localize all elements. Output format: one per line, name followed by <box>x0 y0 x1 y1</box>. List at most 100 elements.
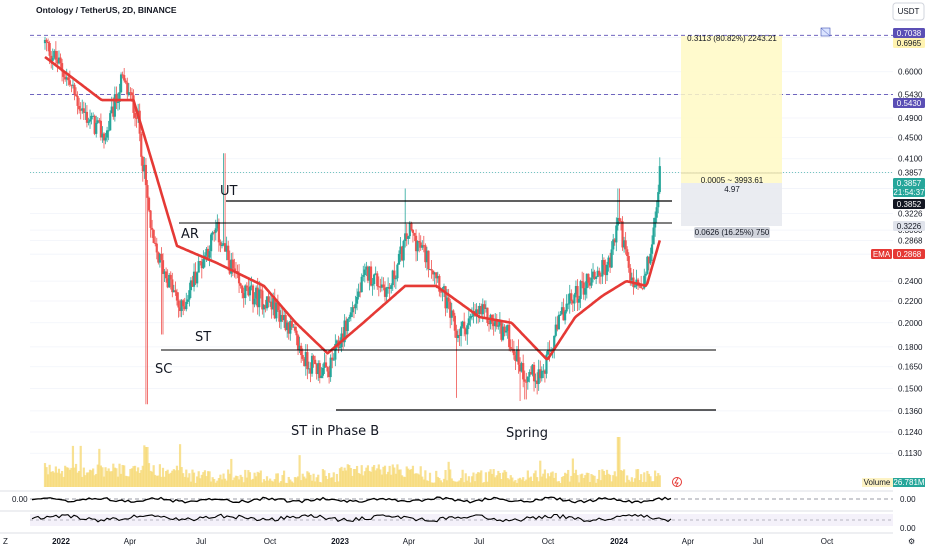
currency-button[interactable] <box>892 2 925 21</box>
candle-body <box>65 77 68 80</box>
volume-bar <box>630 477 633 487</box>
volume-bar <box>144 447 148 487</box>
candle-body <box>461 321 464 327</box>
volume-bar <box>616 437 619 487</box>
volume-bar <box>522 477 525 487</box>
volume-bar <box>647 473 651 487</box>
volume-bar <box>357 472 360 487</box>
volume-bar <box>560 476 564 487</box>
candle-body <box>73 84 76 95</box>
candle-body <box>284 315 287 331</box>
volume-bar <box>141 465 144 487</box>
volume-bar <box>328 473 331 487</box>
flag-button[interactable] <box>820 27 831 37</box>
candle-body <box>400 246 404 261</box>
volume-bar <box>595 482 598 487</box>
candle-body <box>223 243 227 252</box>
candle-body <box>178 307 182 312</box>
volume-bar <box>425 480 429 487</box>
candle-body <box>590 277 593 286</box>
volume-bar <box>449 469 452 487</box>
volume-bar <box>175 465 179 487</box>
volume-bar <box>174 470 177 487</box>
candle-body <box>329 357 332 378</box>
candle-body <box>81 108 84 111</box>
alert-icon[interactable] <box>672 477 682 487</box>
volume-bar <box>236 476 239 487</box>
candle-body <box>455 330 458 339</box>
volume-bar <box>407 468 410 487</box>
volume-bar <box>118 463 121 487</box>
candle-body <box>553 335 556 350</box>
volume-bar <box>453 481 456 487</box>
volume-bar <box>298 455 301 487</box>
volume-bar <box>262 479 266 487</box>
candle-body <box>164 271 168 279</box>
volume-bar <box>247 470 250 487</box>
timezone-icon[interactable]: Z <box>3 537 8 546</box>
volume-bar <box>269 478 272 487</box>
volume-bar <box>618 437 621 487</box>
candle-body <box>216 222 219 229</box>
volume-bar <box>599 480 602 487</box>
candle-body <box>160 254 163 261</box>
volume-bar <box>461 469 464 487</box>
candle-body <box>512 349 515 356</box>
time-axis[interactable]: 2022 Apr Jul Oct 2023 Apr Jul Oct 2024 Apr Jul Oct … <box>0 532 915 546</box>
volume-bar <box>543 469 547 487</box>
volume-bar <box>638 480 641 487</box>
candle-body <box>435 272 438 279</box>
candle-body <box>557 314 560 330</box>
candle-body <box>640 285 643 289</box>
volume-bar <box>119 473 123 487</box>
volume-bar <box>369 471 373 487</box>
candle-body <box>155 243 158 253</box>
candle-body <box>563 311 567 321</box>
candle-body <box>202 259 205 269</box>
volume-bar <box>422 479 425 487</box>
volume-bar <box>632 481 635 487</box>
candle-body <box>228 260 231 274</box>
volume-bar <box>526 470 529 487</box>
candle-body <box>615 225 618 243</box>
candle-body <box>500 320 503 340</box>
volume-bar <box>307 472 311 487</box>
volume-bar <box>65 467 68 487</box>
volume-bar <box>576 475 579 487</box>
volume-bar <box>515 482 519 487</box>
volume-bar <box>363 471 366 487</box>
candle-body <box>526 376 529 382</box>
volume-bar <box>419 466 422 487</box>
candle-body <box>357 291 360 297</box>
candle-body <box>343 320 346 343</box>
volume-bar <box>278 482 281 487</box>
volume-bar <box>553 477 556 487</box>
volume-bar <box>84 475 87 487</box>
candle-body <box>540 371 543 379</box>
price-tick-label: 0.1360 <box>898 407 923 416</box>
volume-bar <box>314 481 317 487</box>
price-tick-label: 0.2200 <box>898 297 923 306</box>
settings-icon[interactable]: ⚙ <box>908 537 915 546</box>
candle-body <box>208 251 211 258</box>
annotation-lines <box>161 200 716 411</box>
candle-body <box>70 84 73 86</box>
label-sc: SC <box>155 362 172 377</box>
candle-body <box>567 303 570 305</box>
volume-bar <box>172 469 175 487</box>
volume-bar <box>360 465 363 487</box>
price-axis[interactable]: USDT 0.6965 0.6000 0.5430 0.4900 0.4500 0.410… <box>862 2 925 487</box>
candle-body <box>571 300 574 304</box>
candle-body <box>245 285 248 288</box>
volume-bar <box>334 482 337 487</box>
volume-bar <box>99 465 102 487</box>
volume-bar <box>523 481 526 487</box>
volume-bar <box>166 469 169 487</box>
volume-bar <box>503 470 506 487</box>
volume-bar <box>143 445 146 487</box>
volume-bar <box>444 470 447 487</box>
candle-body <box>388 287 391 289</box>
measure-tool[interactable]: 0.3113 (80.82%) 2243.21 0.0005 ~ 3993.61… <box>681 34 782 238</box>
volume-bar <box>598 469 601 487</box>
